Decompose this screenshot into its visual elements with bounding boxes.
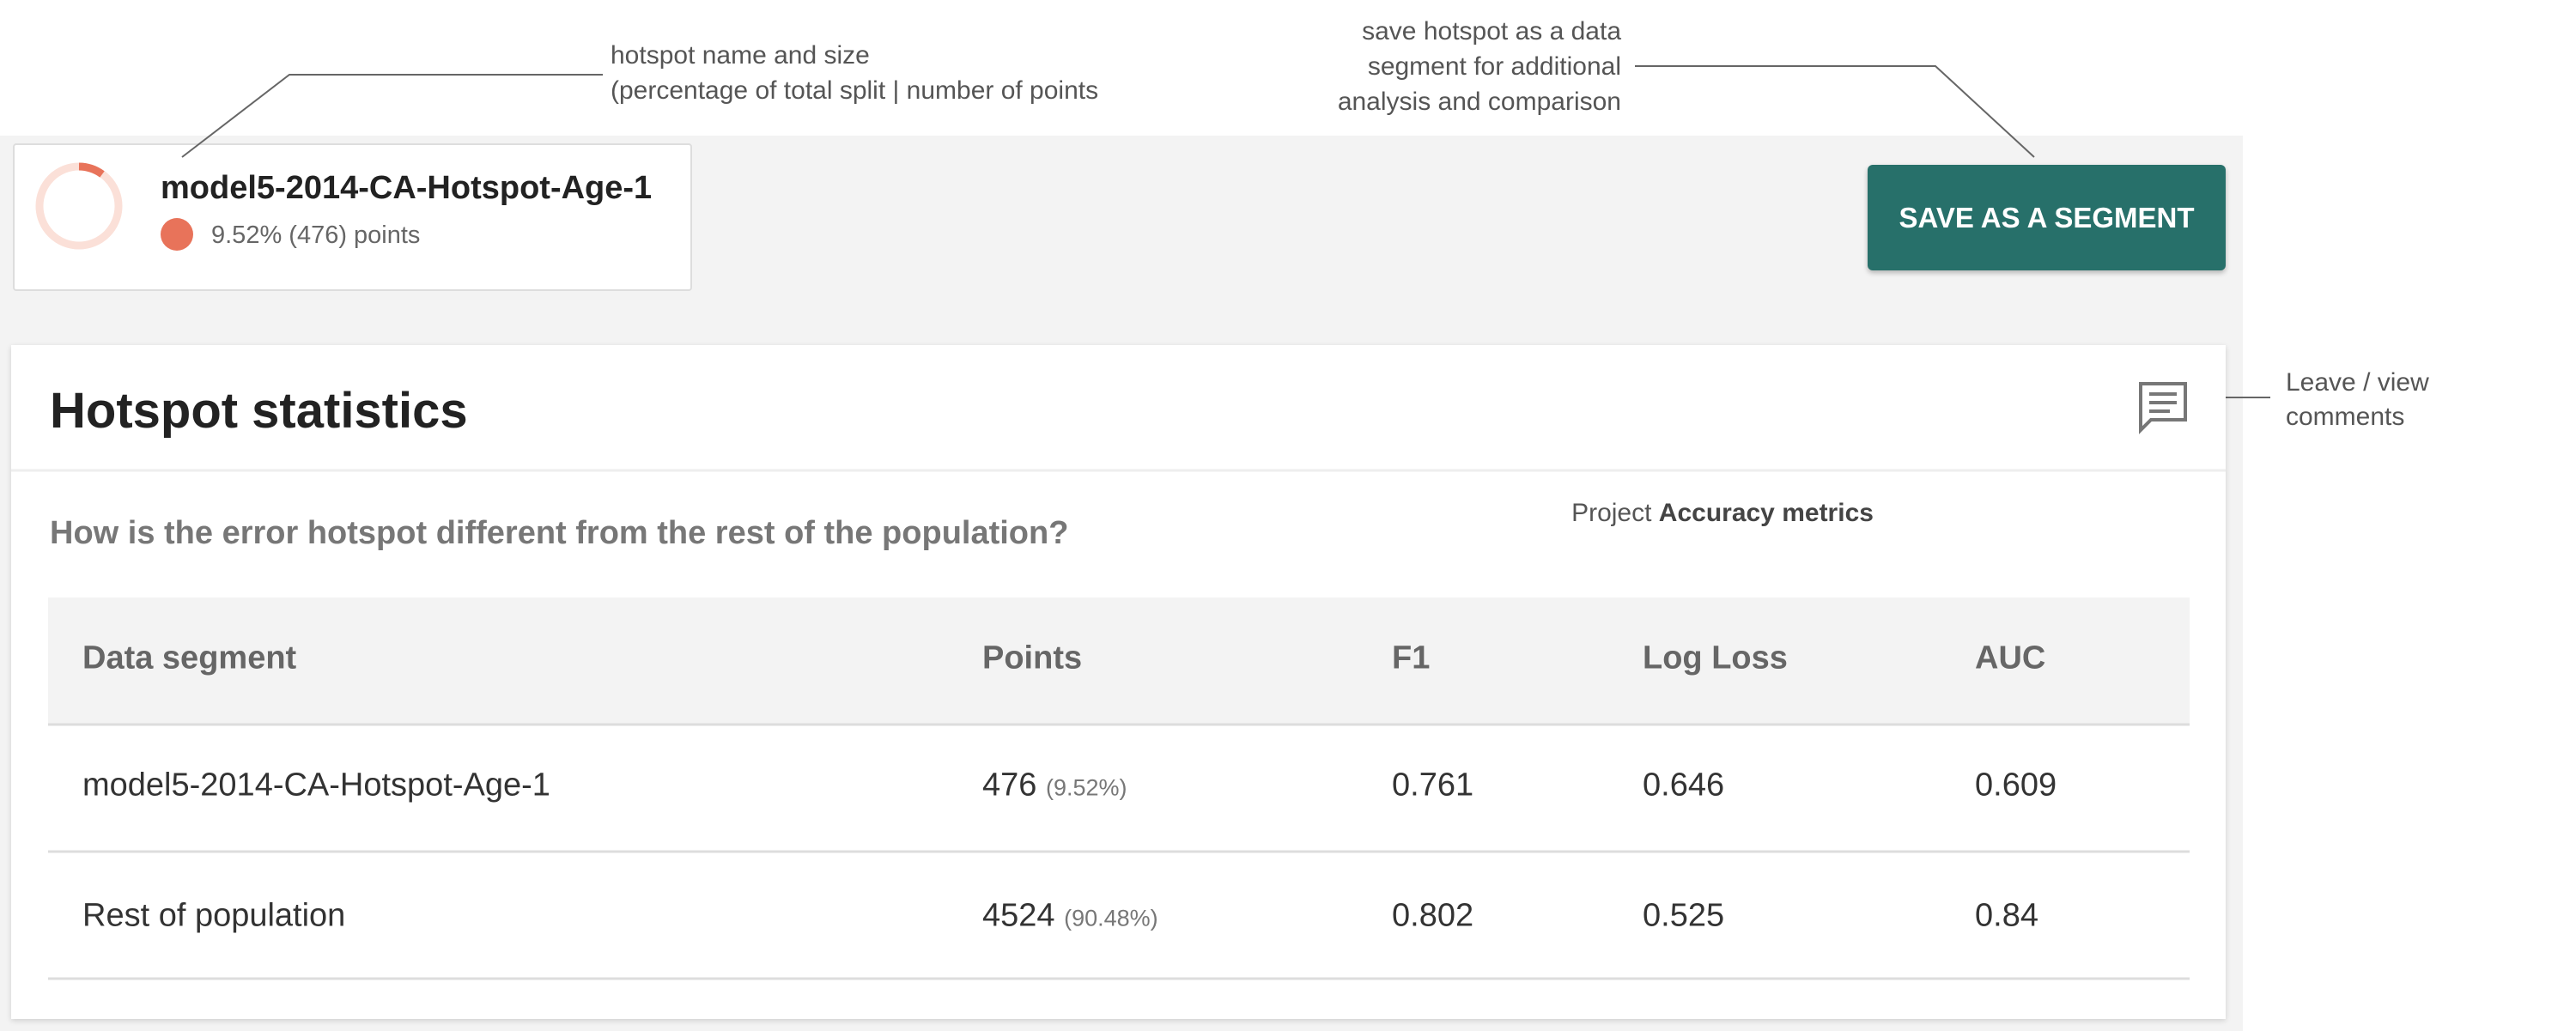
annotation: save hotspot as a data	[1362, 17, 1621, 45]
points: 476	[982, 767, 1037, 804]
annotation-text: Project	[1571, 499, 1652, 527]
points: 4524	[982, 897, 1055, 934]
cell: 4524 (90.48%)	[982, 898, 1158, 935]
annotation: comments	[2286, 403, 2405, 431]
stats-title: Hotspot statistics	[50, 383, 468, 439]
cell: 0.525	[1643, 897, 1725, 934]
annotation: segment for additional	[1367, 52, 1621, 81]
cell: 476 (9.52%)	[982, 767, 1127, 804]
column-header: Data segment	[82, 640, 297, 676]
points-share: (90.48%)	[1064, 905, 1158, 931]
annotation: Project Accuracy metrics	[1571, 496, 1874, 531]
cell: 0.609	[1975, 767, 2057, 804]
leader-line	[1635, 65, 2035, 158]
donut-arc	[78, 162, 105, 178]
comment-icon[interactable]	[2139, 382, 2187, 434]
annotation-bold: Accuracy metrics	[1658, 499, 1874, 527]
stats-question: How is the error hotspot different from …	[50, 515, 1069, 551]
hotspot-dot	[161, 218, 193, 251]
column-header: AUC	[1975, 640, 2046, 676]
column-header: Points	[982, 640, 1083, 676]
column-header: F1	[1392, 640, 1431, 676]
column-header: Log Loss	[1643, 640, 1788, 676]
cell: model5-2014-CA-Hotspot-Age-1	[82, 767, 550, 804]
hotspot-card	[13, 143, 692, 291]
cell: 0.84	[1975, 897, 2038, 934]
cell: 0.802	[1392, 897, 1474, 934]
leader-line	[181, 74, 603, 158]
cell: Rest of population	[82, 897, 346, 934]
cell: 0.646	[1643, 767, 1725, 804]
table-header-bg	[48, 597, 2190, 725]
points-share: (9.52%)	[1045, 774, 1127, 801]
annotation: (percentage of total split | number of p…	[611, 76, 1099, 105]
annotation: hotspot name and size	[611, 41, 870, 70]
hotspot-size: 9.52% (476) points	[211, 221, 421, 249]
save-segment-button[interactable]: SAVE AS A SEGMENT	[1868, 165, 2226, 270]
hotspot-name: model5-2014-CA-Hotspot-Age-1	[161, 170, 653, 206]
annotation: Leave / view	[2286, 368, 2429, 397]
cell: 0.761	[1392, 767, 1474, 804]
annotation: analysis and comparison	[1337, 88, 1621, 116]
